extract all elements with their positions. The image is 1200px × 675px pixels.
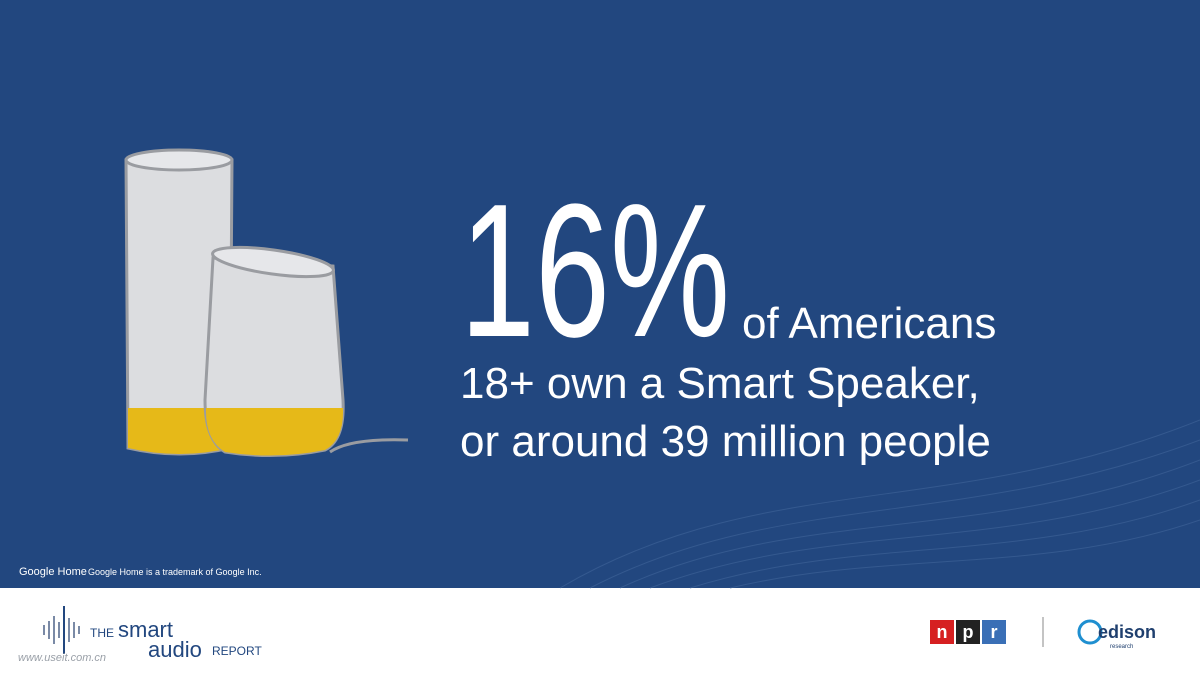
headline-lead: of Americans (742, 299, 996, 348)
npr-box (930, 620, 954, 644)
npr-box (956, 620, 980, 644)
logo-audio: audio (148, 637, 202, 662)
brand: Google Home (19, 566, 87, 578)
edison-mark (1077, 619, 1103, 645)
stat: 16% (460, 165, 730, 377)
npr-letter: r (990, 622, 997, 642)
logo-the: THE (90, 626, 114, 640)
npr-box (982, 620, 1006, 644)
watermark: www.useit.com.cn (18, 652, 106, 664)
logo-smart: smart (118, 617, 173, 642)
logo-report: REPORT (212, 644, 262, 658)
tall-speaker (124, 148, 234, 456)
trademark-note: Google Home is a trademark of Google Inc… (88, 567, 262, 577)
edison-name: edison (1098, 622, 1156, 642)
headline-line: 18+ own a Smart Speaker, (460, 359, 980, 408)
edison-sub: research (1110, 644, 1133, 650)
short-speaker (203, 245, 409, 458)
logo-waveform (43, 606, 80, 654)
headline-line: or around 39 million people (460, 417, 991, 466)
wave-lines (559, 419, 1200, 589)
npr-letter: p (963, 622, 974, 642)
npr-letter: n (937, 622, 948, 642)
